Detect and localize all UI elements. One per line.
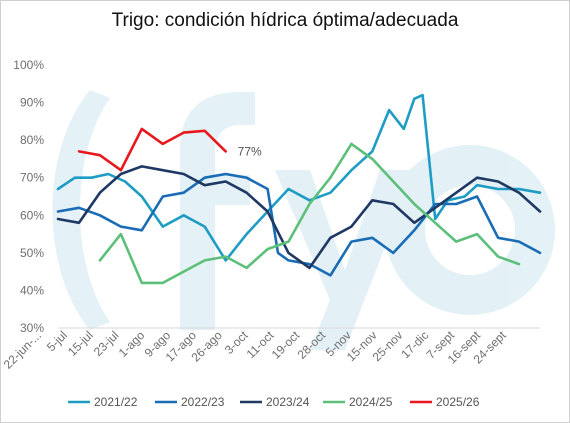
legend-item-2024-25: 2024/25 xyxy=(323,395,393,409)
series-line-2021-22 xyxy=(56,93,542,262)
y-tick-label: 40% xyxy=(20,283,44,297)
x-tick-label: 23-jul xyxy=(91,328,122,359)
series-line-2025-26 xyxy=(77,127,227,172)
legend: 2021/22 2022/23 2023/24 2024/25 2025/26 xyxy=(68,395,480,409)
y-tick-label: 80% xyxy=(20,133,44,147)
series-group xyxy=(56,93,542,285)
legend-item-2021-22: 2021/22 xyxy=(68,395,138,409)
y-tick-label: 100% xyxy=(13,58,44,72)
y-axis: 30% 40% 50% 60% 70% 80% 90% 100% xyxy=(13,58,44,335)
legend-label: 2025/26 xyxy=(436,395,480,409)
last-value-annotation: 77% xyxy=(238,144,262,158)
x-tick-label: 15-jul xyxy=(65,328,96,359)
legend-label: 2021/22 xyxy=(94,395,138,409)
y-tick-label: 50% xyxy=(20,246,44,260)
chart-title: Trigo: condición hídrica óptima/adecuada xyxy=(111,10,459,31)
x-tick-label: 19-oct xyxy=(269,328,303,362)
x-tick-label: 17-dic xyxy=(398,328,431,361)
legend-label: 2024/25 xyxy=(349,395,393,409)
x-axis: 22-jun-... 5-jul15-jul23-jul1-ago9-ago17-… xyxy=(1,327,540,372)
y-tick-label: 30% xyxy=(20,321,44,335)
series-line-2022-23 xyxy=(56,172,542,277)
x-tick-label: 1-ago xyxy=(116,328,148,360)
legend-item-2023-24: 2023/24 xyxy=(240,395,310,409)
legend-item-2022-23: 2022/23 xyxy=(155,395,225,409)
y-tick-label: 60% xyxy=(20,208,44,222)
watermark-logo xyxy=(52,90,555,350)
legend-item-2025-26: 2025/26 xyxy=(410,395,480,409)
legend-label: 2023/24 xyxy=(266,395,310,409)
y-tick-label: 70% xyxy=(20,171,44,185)
series-line-2023-24 xyxy=(56,165,542,270)
y-tick-label: 90% xyxy=(20,96,44,110)
legend-label: 2022/23 xyxy=(181,395,225,409)
series-line-2024-25 xyxy=(98,142,521,285)
